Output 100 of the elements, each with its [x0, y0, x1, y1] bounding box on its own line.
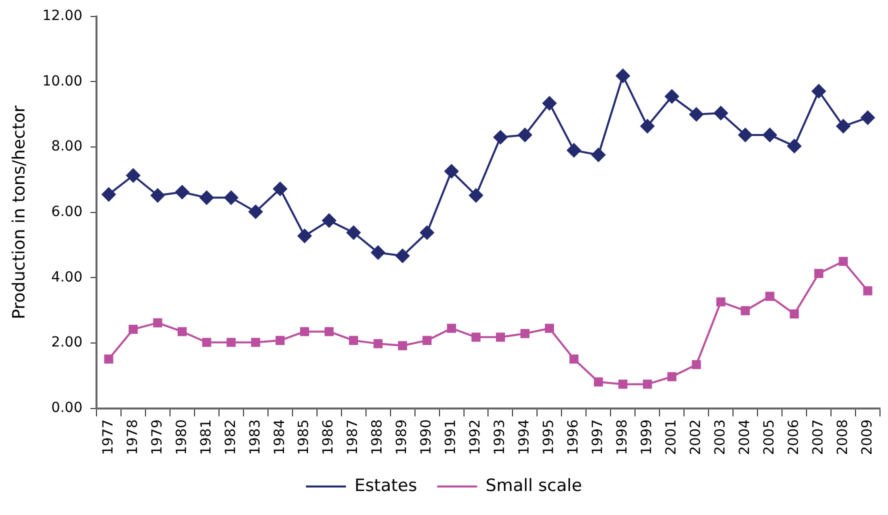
point: [616, 68, 630, 83]
point: [126, 168, 140, 182]
point: [444, 164, 459, 178]
point: [496, 332, 506, 342]
x-tick-label: 1988: [370, 419, 386, 456]
point: [178, 327, 187, 336]
x-tick-label: 2008: [834, 419, 851, 456]
x-tick-label: 2005: [761, 419, 778, 456]
point: [542, 96, 556, 110]
x-tick-label: 1999: [639, 419, 656, 456]
x-tick-label: 1986: [320, 419, 337, 456]
y-tick-label: 4.00: [51, 269, 82, 286]
y-axis-title: Production in tons/hector: [10, 105, 30, 320]
point: [838, 256, 848, 266]
point: [276, 336, 285, 345]
point: [202, 338, 212, 347]
point: [153, 318, 162, 328]
y-tick-label: 8.00: [51, 138, 82, 155]
point: [273, 182, 288, 196]
y-tick-label: 2.00: [51, 334, 82, 351]
x-tick-label: 1982: [222, 419, 239, 456]
x-tick-label: 1996: [566, 419, 582, 456]
point: [765, 292, 774, 301]
point: [692, 360, 701, 370]
point: [836, 119, 850, 134]
point: [471, 332, 481, 342]
x-tick-label: 2009: [859, 419, 876, 456]
point: [518, 128, 532, 142]
point: [468, 188, 483, 202]
point: [298, 228, 312, 243]
point: [349, 336, 358, 345]
point: [322, 214, 336, 228]
point: [396, 248, 410, 263]
point: [493, 130, 508, 144]
point: [175, 185, 190, 200]
x-tick-label: 1985: [296, 419, 312, 456]
point: [520, 329, 530, 338]
x-tick-label: 1993: [492, 419, 508, 456]
x-tick-label: 2004: [736, 419, 753, 456]
point: [566, 143, 581, 158]
point: [640, 119, 654, 134]
x-tick-label: 1978: [124, 419, 141, 456]
point: [860, 110, 875, 125]
legend-label: Small scale: [486, 476, 582, 496]
point: [200, 190, 214, 205]
x-tick-label: 1992: [468, 419, 484, 456]
x-tick-label: 2006: [786, 419, 802, 456]
x-tick-label: 1983: [247, 419, 264, 456]
x-tick-label: 2007: [810, 419, 826, 456]
point: [863, 286, 872, 296]
y-tick-label: 6.00: [51, 204, 82, 220]
y-tick-label: 12.00: [42, 8, 82, 24]
point: [740, 306, 750, 316]
point: [642, 380, 652, 389]
x-tick-label: 1984: [272, 419, 288, 456]
x-tick-label: 1997: [590, 419, 606, 456]
legend-label: Estates: [354, 476, 418, 496]
x-tick-label: 1977: [100, 419, 116, 456]
point: [716, 297, 726, 306]
point: [814, 268, 824, 278]
x-tick-label: 1989: [394, 419, 410, 456]
x-tick-label: 1995: [541, 419, 558, 456]
point: [591, 148, 606, 162]
point: [150, 188, 165, 202]
point: [104, 354, 114, 364]
x-tick-label: 1994: [516, 419, 533, 456]
y-tick-label: 0.00: [51, 400, 82, 416]
point: [420, 226, 434, 240]
point: [446, 324, 456, 333]
point: [422, 336, 432, 345]
x-tick-label: 2002: [688, 419, 704, 456]
x-tick-label: 1987: [345, 419, 362, 456]
point: [738, 128, 752, 142]
point: [787, 139, 802, 154]
point: [762, 128, 777, 142]
x-tick-label: 2003: [712, 419, 728, 456]
point: [569, 354, 578, 364]
x-tick-label: 1981: [198, 419, 214, 456]
x-tick-label: 1991: [443, 419, 460, 456]
point: [398, 341, 408, 350]
point: [371, 246, 386, 260]
point: [812, 84, 826, 98]
point: [128, 324, 138, 334]
point: [618, 380, 628, 389]
point: [544, 324, 554, 333]
point: [594, 377, 603, 386]
point: [102, 187, 116, 202]
x-tick-label: 1980: [174, 419, 190, 456]
point: [790, 309, 799, 319]
point: [667, 372, 676, 382]
y-tick-label: 10.00: [42, 73, 82, 90]
point: [664, 89, 679, 104]
point: [714, 106, 728, 120]
x-tick-label: 1998: [614, 419, 631, 456]
point: [248, 204, 263, 219]
x-tick-label: 1979: [149, 419, 166, 456]
point: [374, 339, 383, 348]
x-tick-label: 2001: [664, 419, 680, 456]
point: [226, 338, 236, 347]
point: [224, 190, 238, 205]
